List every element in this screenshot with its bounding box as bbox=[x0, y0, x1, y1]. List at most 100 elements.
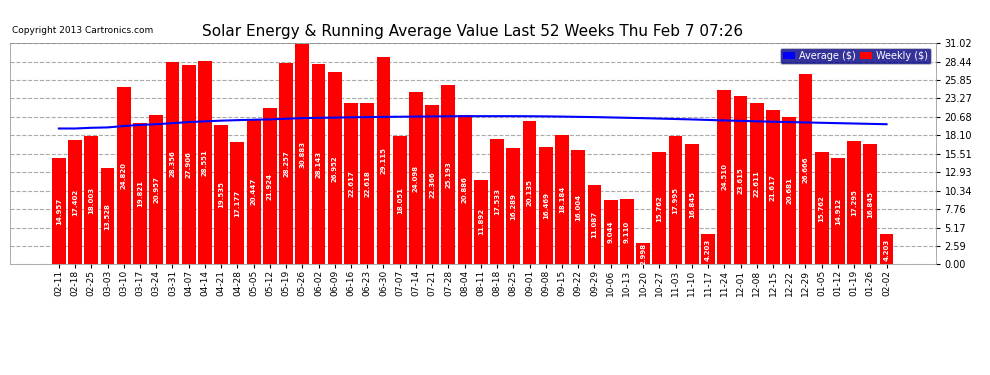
Bar bbox=[799, 74, 813, 264]
Bar bbox=[393, 136, 407, 264]
Bar bbox=[652, 152, 666, 264]
Text: 22.617: 22.617 bbox=[348, 170, 354, 197]
Bar bbox=[749, 103, 763, 264]
Text: 17.402: 17.402 bbox=[72, 189, 78, 216]
Text: 19.821: 19.821 bbox=[137, 180, 143, 207]
Bar bbox=[165, 62, 179, 264]
Bar bbox=[604, 200, 618, 264]
Text: 15.762: 15.762 bbox=[656, 195, 662, 222]
Text: 22.366: 22.366 bbox=[429, 171, 436, 198]
Text: 14.957: 14.957 bbox=[55, 198, 61, 225]
Bar bbox=[68, 140, 82, 264]
Bar bbox=[101, 168, 115, 264]
Text: 24.820: 24.820 bbox=[121, 162, 127, 189]
Bar bbox=[831, 158, 844, 264]
Text: 24.510: 24.510 bbox=[722, 164, 728, 190]
Text: 17.177: 17.177 bbox=[235, 189, 241, 217]
Bar bbox=[734, 96, 747, 264]
Bar bbox=[51, 158, 65, 264]
Text: 21.924: 21.924 bbox=[267, 173, 273, 200]
Text: 13.528: 13.528 bbox=[105, 203, 111, 229]
Bar bbox=[701, 234, 715, 264]
Bar bbox=[587, 185, 601, 264]
Text: 24.098: 24.098 bbox=[413, 165, 419, 192]
Bar bbox=[247, 118, 260, 264]
Text: 20.681: 20.681 bbox=[786, 177, 792, 204]
Bar bbox=[815, 152, 829, 264]
Bar bbox=[718, 90, 732, 264]
Bar bbox=[490, 140, 504, 264]
Text: Copyright 2013 Cartronics.com: Copyright 2013 Cartronics.com bbox=[12, 26, 153, 35]
Text: 2.998: 2.998 bbox=[641, 243, 646, 265]
Bar bbox=[766, 110, 780, 264]
Bar bbox=[198, 61, 212, 264]
Text: 21.617: 21.617 bbox=[770, 174, 776, 201]
Bar bbox=[555, 135, 569, 264]
Text: 16.845: 16.845 bbox=[689, 191, 695, 218]
Bar bbox=[117, 87, 131, 264]
Bar bbox=[133, 123, 147, 264]
Bar bbox=[880, 234, 893, 264]
Bar bbox=[295, 44, 309, 264]
Title: Solar Energy & Running Average Value Last 52 Weeks Thu Feb 7 07:26: Solar Energy & Running Average Value Las… bbox=[202, 24, 743, 39]
Bar bbox=[442, 85, 455, 264]
Text: 20.447: 20.447 bbox=[250, 178, 256, 205]
Text: 14.912: 14.912 bbox=[835, 198, 841, 225]
Bar bbox=[457, 116, 471, 264]
Bar bbox=[214, 125, 228, 264]
Bar bbox=[847, 141, 861, 264]
Bar bbox=[279, 63, 293, 264]
Text: 16.289: 16.289 bbox=[510, 193, 517, 220]
Legend: Average ($), Weekly ($): Average ($), Weekly ($) bbox=[780, 48, 931, 64]
Bar bbox=[409, 93, 423, 264]
Bar bbox=[523, 121, 537, 264]
Text: 17.295: 17.295 bbox=[851, 189, 857, 216]
Text: 22.618: 22.618 bbox=[364, 170, 370, 197]
Text: 16.845: 16.845 bbox=[867, 191, 873, 218]
Bar bbox=[507, 148, 520, 264]
Bar bbox=[312, 64, 326, 264]
Text: 28.143: 28.143 bbox=[316, 150, 322, 178]
Text: 18.184: 18.184 bbox=[559, 186, 565, 213]
Bar bbox=[328, 72, 342, 264]
Text: 28.356: 28.356 bbox=[169, 150, 175, 177]
Text: 18.051: 18.051 bbox=[397, 186, 403, 213]
Bar bbox=[360, 103, 374, 264]
Bar bbox=[149, 115, 163, 264]
Bar bbox=[84, 136, 98, 264]
Bar bbox=[863, 144, 877, 264]
Bar bbox=[685, 144, 699, 264]
Text: 26.952: 26.952 bbox=[332, 155, 338, 182]
Text: 18.003: 18.003 bbox=[88, 187, 94, 214]
Text: 28.257: 28.257 bbox=[283, 150, 289, 177]
Text: 16.004: 16.004 bbox=[575, 194, 581, 221]
Bar bbox=[668, 136, 682, 264]
Text: 15.762: 15.762 bbox=[819, 195, 825, 222]
Text: 28.551: 28.551 bbox=[202, 149, 208, 176]
Bar bbox=[263, 108, 277, 264]
Text: 11.892: 11.892 bbox=[478, 209, 484, 236]
Bar bbox=[782, 117, 796, 264]
Text: 20.957: 20.957 bbox=[153, 176, 159, 203]
Bar bbox=[231, 142, 245, 264]
Text: 26.666: 26.666 bbox=[803, 156, 809, 183]
Text: 11.087: 11.087 bbox=[591, 211, 597, 238]
Text: 9.044: 9.044 bbox=[608, 221, 614, 243]
Text: 20.135: 20.135 bbox=[527, 179, 533, 206]
Text: 9.110: 9.110 bbox=[624, 221, 630, 243]
Bar bbox=[345, 103, 358, 264]
Bar bbox=[539, 147, 552, 264]
Text: 27.906: 27.906 bbox=[186, 152, 192, 178]
Text: 19.535: 19.535 bbox=[218, 181, 224, 208]
Text: 20.886: 20.886 bbox=[461, 177, 467, 203]
Bar bbox=[474, 180, 488, 264]
Text: 16.469: 16.469 bbox=[543, 192, 548, 219]
Bar bbox=[426, 105, 439, 264]
Text: 4.203: 4.203 bbox=[884, 238, 890, 261]
Text: 17.533: 17.533 bbox=[494, 188, 500, 215]
Bar bbox=[620, 200, 634, 264]
Text: 4.203: 4.203 bbox=[705, 238, 711, 261]
Text: 22.611: 22.611 bbox=[753, 170, 759, 197]
Bar bbox=[376, 57, 390, 264]
Bar bbox=[637, 243, 650, 264]
